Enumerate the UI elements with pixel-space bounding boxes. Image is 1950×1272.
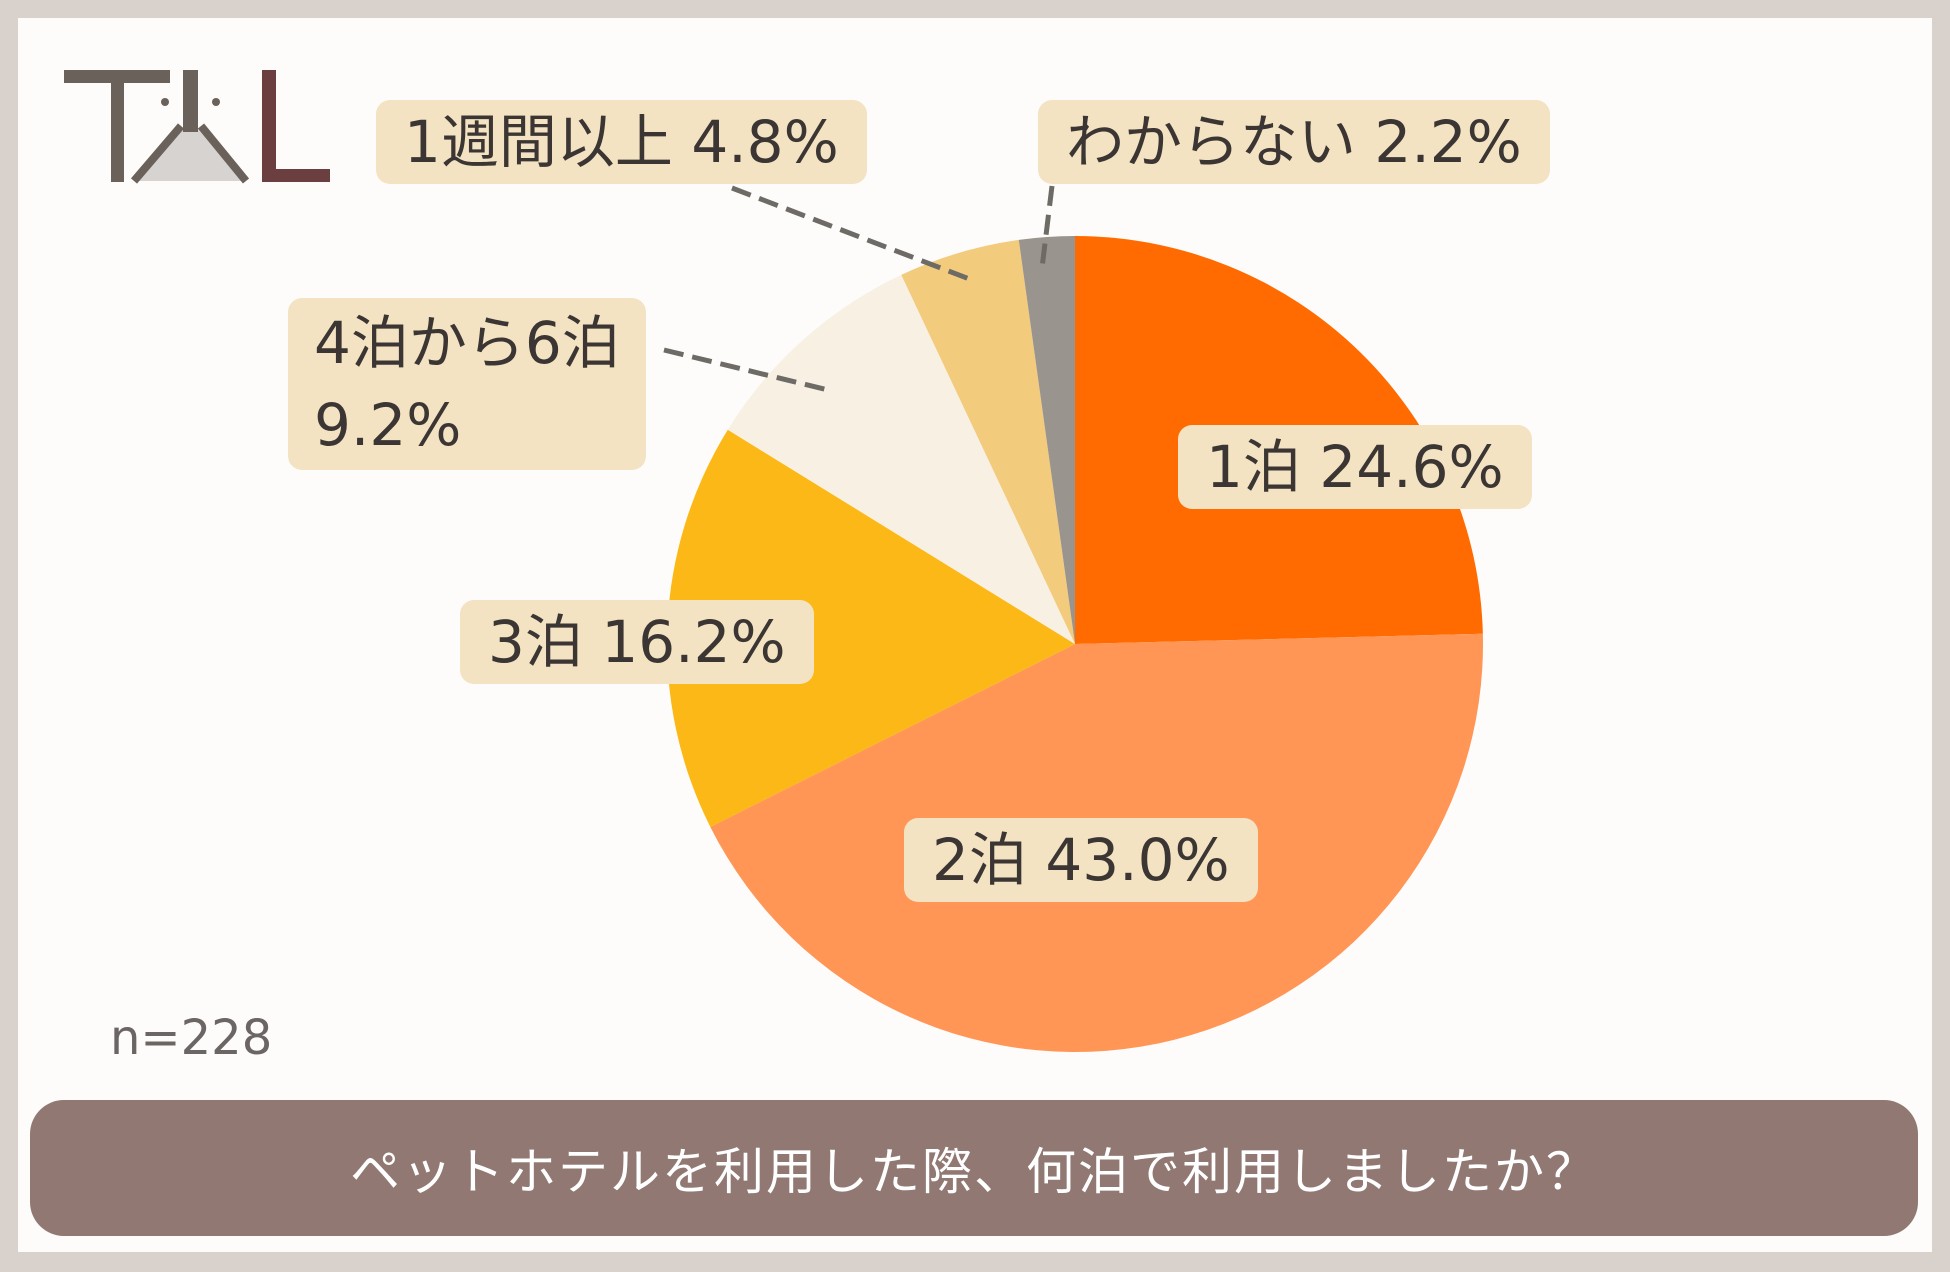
pie-slice-3: [727, 274, 1075, 644]
logo-l-base: [262, 169, 330, 182]
logo-t-stem: [111, 70, 124, 182]
chart-card: 1泊 24.6% 2泊 43.0% 3泊 16.2% 4泊から6泊 9.2% 1…: [18, 18, 1932, 1252]
logo-a-shape: [136, 128, 244, 181]
logo-dot-right: [212, 98, 220, 106]
slice-label-4to6nights-line2: 9.2%: [314, 391, 462, 459]
logo: [64, 70, 330, 184]
slice-label-unknown: わからない 2.2%: [1038, 100, 1550, 184]
question-text: ペットホテルを利用した際、何泊で利用しましたか？: [350, 1143, 1598, 1201]
leader-line-unknown: [1039, 185, 1055, 269]
question-banner: ペットホテルを利用した際、何泊で利用しましたか？: [30, 1100, 1918, 1236]
logo-l-stem: [262, 70, 276, 182]
slice-label-3nights: 3泊 16.2%: [460, 600, 814, 684]
pie-slice-2: [666, 429, 1075, 827]
pie-slice-5: [1018, 236, 1075, 644]
slice-label-4to6nights: 4泊から6泊 9.2%: [288, 298, 646, 470]
slice-label-2nights: 2泊 43.0%: [904, 818, 1258, 902]
logo-dot-left: [161, 98, 169, 106]
pie-slice-4: [901, 239, 1075, 644]
logo-a-stem: [183, 70, 198, 132]
slice-label-1night: 1泊 24.6%: [1178, 425, 1532, 509]
slice-label-1week-plus: 1週間以上 4.8%: [376, 100, 867, 184]
leader-line-1week: [731, 185, 973, 283]
chart-canvas: [64, 70, 1483, 1053]
logo-a-right-leg: [197, 123, 250, 184]
slice-label-4to6nights-line1: 4泊から6泊: [314, 309, 620, 377]
sample-size-note: n=228: [110, 1010, 273, 1066]
logo-a-left-leg: [130, 123, 185, 184]
leader-lines: [663, 185, 1055, 393]
